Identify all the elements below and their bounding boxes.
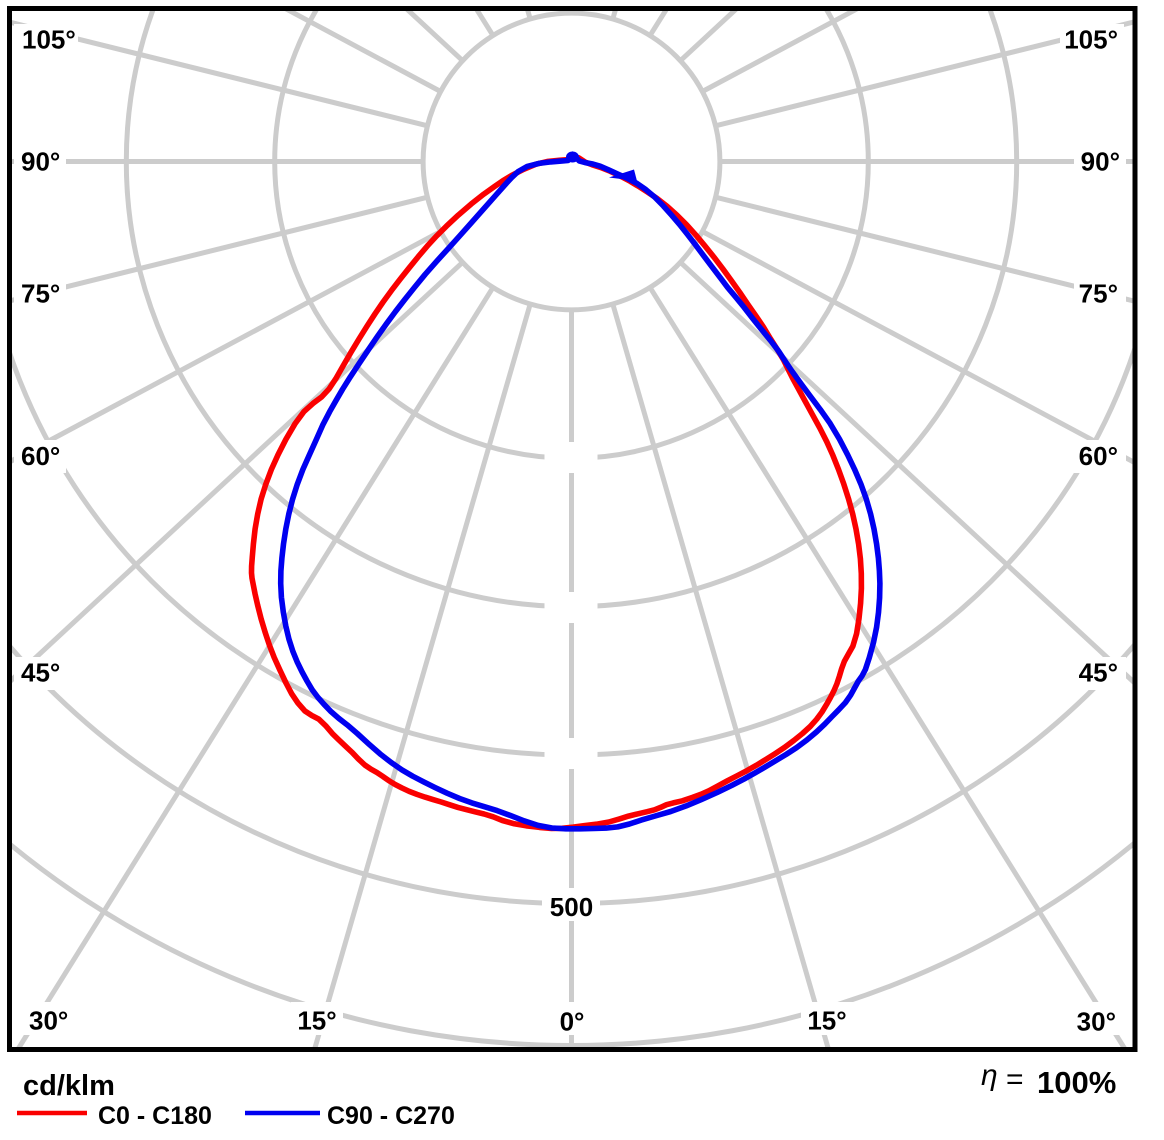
- svg-text:30°: 30°: [1077, 1007, 1116, 1037]
- svg-text:C0 - C180: C0 - C180: [98, 1102, 212, 1130]
- svg-text:75°: 75°: [21, 279, 60, 309]
- svg-text:105°: 105°: [22, 25, 76, 55]
- svg-text:500: 500: [550, 892, 593, 922]
- svg-text:45°: 45°: [21, 658, 60, 688]
- svg-text:C90 - C270: C90 - C270: [327, 1102, 455, 1130]
- svg-text:=: =: [1006, 1063, 1024, 1096]
- svg-text:60°: 60°: [1079, 441, 1118, 471]
- svg-text:75°: 75°: [1079, 279, 1118, 309]
- svg-text:30°: 30°: [29, 1006, 68, 1036]
- svg-text:0°: 0°: [560, 1007, 585, 1037]
- svg-text:η: η: [981, 1059, 998, 1092]
- svg-text:100%: 100%: [1037, 1065, 1116, 1100]
- svg-text:60°: 60°: [21, 441, 60, 471]
- svg-text:cd/klm: cd/klm: [23, 1070, 115, 1102]
- svg-text:15°: 15°: [297, 1006, 336, 1036]
- svg-text:90°: 90°: [21, 147, 60, 177]
- svg-text:45°: 45°: [1079, 658, 1118, 688]
- svg-text:15°: 15°: [807, 1006, 846, 1036]
- svg-text:90°: 90°: [1081, 147, 1120, 177]
- svg-text:105°: 105°: [1064, 25, 1118, 55]
